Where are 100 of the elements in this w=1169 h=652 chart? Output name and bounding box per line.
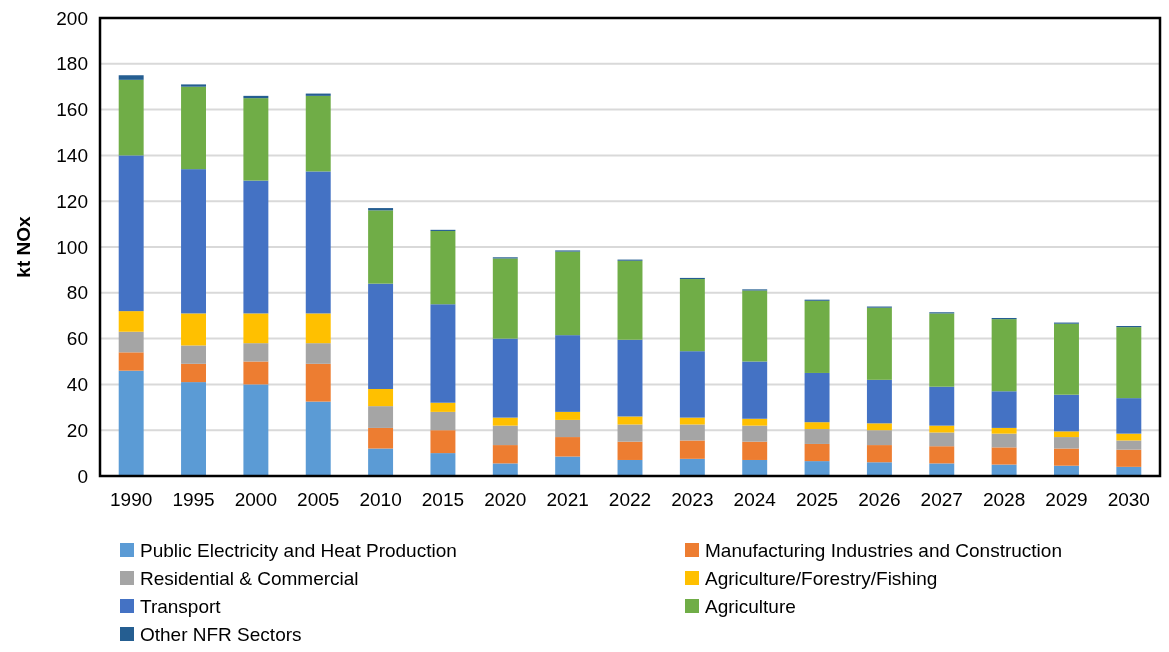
y-tick-label: 120 bbox=[56, 190, 88, 212]
x-tick-label: 2022 bbox=[608, 489, 652, 510]
bar bbox=[866, 379, 892, 424]
legend-label: Public Electricity and Heat Production bbox=[140, 539, 457, 561]
bar bbox=[243, 384, 269, 476]
bar bbox=[492, 445, 518, 464]
x-tick-label: 1990 bbox=[110, 489, 153, 510]
bar bbox=[929, 446, 955, 464]
bar bbox=[679, 424, 705, 441]
bar bbox=[181, 313, 206, 346]
bar bbox=[804, 443, 830, 462]
bar bbox=[804, 461, 830, 476]
bar bbox=[1116, 449, 1142, 467]
bar bbox=[305, 363, 331, 402]
bar bbox=[679, 351, 705, 418]
x-tick-label: 2020 bbox=[484, 489, 527, 510]
x-tick-label: 2021 bbox=[546, 489, 589, 510]
y-tick-label: 140 bbox=[56, 144, 88, 166]
x-tick-label: 2026 bbox=[858, 489, 901, 510]
x-tick-label: 1995 bbox=[172, 489, 215, 510]
y-axis-title: kt NOx bbox=[13, 215, 34, 278]
bar bbox=[679, 458, 705, 476]
bar bbox=[617, 459, 643, 476]
bar bbox=[430, 430, 456, 454]
bar bbox=[118, 370, 144, 476]
bar bbox=[742, 418, 768, 426]
bar bbox=[1054, 431, 1079, 438]
y-tick-label: 200 bbox=[56, 7, 88, 29]
x-tick-label: 2029 bbox=[1045, 489, 1088, 510]
y-tick-label: 180 bbox=[56, 53, 88, 75]
x-tick-label: 2030 bbox=[1107, 489, 1150, 510]
bar bbox=[118, 311, 144, 332]
bar bbox=[991, 433, 1017, 448]
x-tick-label: 2023 bbox=[671, 489, 714, 510]
bar bbox=[368, 406, 394, 428]
bar bbox=[617, 339, 643, 417]
bar bbox=[243, 180, 269, 314]
bar bbox=[991, 319, 1017, 392]
bar bbox=[804, 422, 830, 430]
x-tick-label: 2024 bbox=[733, 489, 777, 510]
bar bbox=[742, 459, 768, 476]
bar bbox=[742, 441, 768, 460]
x-tick-label: 2025 bbox=[795, 489, 839, 510]
bar bbox=[1116, 398, 1142, 434]
y-tick-label: 0 bbox=[77, 465, 88, 487]
legend-label: Residential & Commercial bbox=[140, 567, 359, 589]
bar bbox=[866, 430, 892, 446]
bar bbox=[991, 391, 1017, 428]
bar bbox=[181, 382, 206, 476]
bar bbox=[305, 343, 331, 364]
bar bbox=[555, 335, 581, 412]
bar bbox=[368, 448, 394, 476]
x-tick-label: 2028 bbox=[982, 489, 1026, 510]
bar bbox=[742, 290, 768, 362]
bar bbox=[118, 331, 144, 353]
bar bbox=[1116, 440, 1142, 450]
bar bbox=[555, 437, 581, 457]
bar bbox=[430, 230, 456, 305]
bar bbox=[181, 363, 206, 383]
bar bbox=[305, 171, 331, 314]
bar bbox=[804, 300, 830, 373]
x-tick-label: 2000 bbox=[234, 489, 278, 510]
bar bbox=[243, 313, 269, 344]
x-tick-label: 2005 bbox=[297, 489, 340, 510]
bar bbox=[555, 411, 581, 420]
y-tick-label: 160 bbox=[56, 99, 88, 121]
bar bbox=[804, 372, 830, 423]
bar bbox=[742, 425, 768, 442]
bar bbox=[929, 313, 955, 387]
bar bbox=[181, 84, 206, 87]
y-tick-label: 40 bbox=[66, 373, 88, 395]
bar bbox=[243, 343, 269, 362]
bar bbox=[555, 456, 581, 476]
y-tick-label: 80 bbox=[66, 282, 88, 304]
bar bbox=[929, 463, 955, 476]
bar bbox=[617, 441, 643, 460]
bar bbox=[430, 304, 456, 403]
bar bbox=[679, 440, 705, 459]
bar bbox=[991, 447, 1017, 465]
bar bbox=[1116, 327, 1142, 399]
bar bbox=[866, 445, 892, 463]
bar bbox=[991, 427, 1017, 434]
x-tick-label: 2010 bbox=[359, 489, 402, 510]
bar bbox=[866, 462, 892, 476]
bar bbox=[929, 386, 955, 426]
bar bbox=[492, 417, 518, 426]
bar bbox=[368, 427, 394, 449]
bar bbox=[305, 313, 331, 344]
legend-label: Agriculture/Forestry/Fishing bbox=[705, 567, 938, 589]
y-tick-label: 20 bbox=[66, 419, 88, 441]
bar bbox=[305, 401, 331, 476]
bar bbox=[118, 75, 144, 80]
bar bbox=[1054, 437, 1079, 449]
bar bbox=[555, 251, 581, 336]
bar bbox=[492, 463, 518, 476]
bar bbox=[866, 307, 892, 380]
bar bbox=[1054, 323, 1079, 395]
bar bbox=[679, 279, 705, 352]
bar bbox=[118, 352, 144, 371]
legend-label: Manufacturing Industries and Construction bbox=[705, 539, 1062, 561]
